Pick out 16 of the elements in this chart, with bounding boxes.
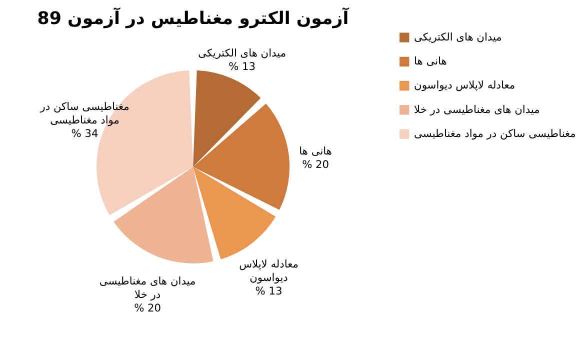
data-label: % 20 — [134, 302, 162, 315]
slice-label: هانی ها — [299, 144, 332, 158]
data-label: % 20 — [302, 158, 330, 171]
data-label: % 13 — [255, 284, 282, 298]
data-label: % 13 — [228, 60, 256, 73]
data-label: % 34 — [71, 127, 98, 140]
legend-label: میدان های مغناطیسی در خلا — [414, 102, 540, 116]
slice-label: مغناطیسی ساکن در مواد مغناطیسی — [39, 100, 130, 127]
legend-label: مغناطیسی ساکن در مواد مغناطیسی — [414, 126, 576, 140]
slice-label: معادله لاپلاس دیواسون — [239, 257, 298, 284]
chart-title: آزمون الکترو مغناطیس در آزمون 89 — [37, 7, 350, 30]
legend-label: میدان های الکتریکی — [414, 30, 502, 44]
slice-label: میدان های مغناطیسی در خلا — [99, 274, 196, 302]
legend-label: معادله لاپلاس دیواسون — [414, 78, 516, 92]
slice-label: میدان های الکتریکی — [198, 46, 286, 60]
legend-label: هانی ها — [414, 54, 447, 68]
